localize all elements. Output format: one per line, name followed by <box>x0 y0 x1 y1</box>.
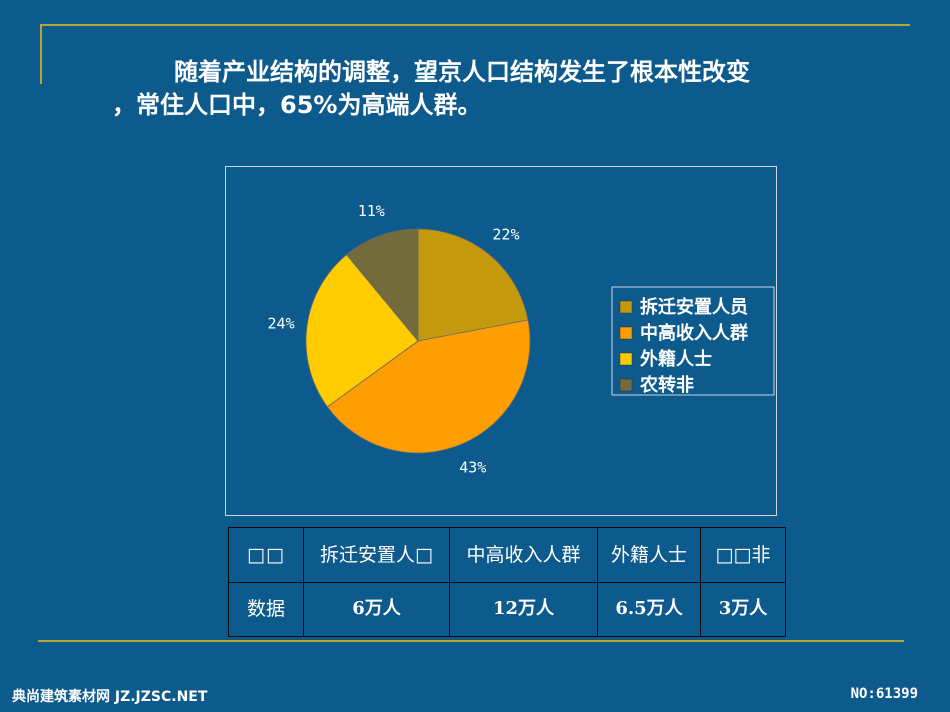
watermark-site-name: 典尚建筑素材网 JZ.JZSC.NET <box>12 689 208 705</box>
table-header-cell: □□非 <box>700 527 786 583</box>
legend-box <box>611 286 775 396</box>
table-cell: 6.5万人 <box>597 581 701 637</box>
pie-slice-1 <box>417 228 529 342</box>
pie-chart-frame: 22% 43% 24% 11% 拆迁安置人员 中高收入人群 外籍人士农转非 <box>225 166 777 516</box>
legend-swatch <box>619 352 633 366</box>
slide-headline: 随着产业结构的调整，望京人口结构发生了根本性改变 ，常住人口中，65%为高端人群… <box>112 56 832 122</box>
table-header-cell: 拆迁安置人□ <box>303 527 450 583</box>
pie-data-label: 11% <box>358 202 385 220</box>
pie-slice-3 <box>305 254 419 408</box>
table-row-label: 数据 <box>228 581 304 637</box>
table-header-row: □□ 拆迁安置人□ 中高收入人群 外籍人士 □□非 <box>228 527 786 583</box>
table-cell: 12万人 <box>449 581 598 637</box>
legend-label: 中高收入人群 <box>640 322 748 344</box>
pie-data-label: 24% <box>268 315 295 333</box>
legend-swatch <box>619 326 633 340</box>
legend-swatch <box>619 300 633 314</box>
pie-data-label: 22% <box>492 226 519 244</box>
bottom-divider-line <box>38 640 904 642</box>
table-cell: 3万人 <box>700 581 786 637</box>
table-row: 数据 6万人 12万人 6.5万人 3万人 <box>228 581 786 637</box>
table-header-cell: 外籍人士 <box>597 527 701 583</box>
legend-label: 农转非 <box>639 374 694 396</box>
headline-line-1: 随着产业结构的调整，望京人口结构发生了根本性改变 <box>174 58 750 86</box>
watermark-id: NO:61399 <box>850 686 918 702</box>
legend-swatch <box>619 378 633 392</box>
legend-label: 拆迁安置人员 <box>640 296 748 318</box>
pie-data-label: 43% <box>459 459 486 477</box>
left-accent-line <box>40 24 42 84</box>
table-header-cell: □□ <box>228 527 304 583</box>
population-data-table: □□ 拆迁安置人□ 中高收入人群 外籍人士 □□非 数据 6万人 12万人 6.… <box>228 527 786 637</box>
pie-slice-4 <box>346 228 419 343</box>
headline-line-2: ，常住人口中，65%为高端人群。 <box>112 91 482 119</box>
top-divider-line <box>40 24 910 26</box>
table-header-cell: 中高收入人群 <box>449 527 598 583</box>
pie-slice-2 <box>326 319 531 454</box>
legend-label: 外籍人士 <box>640 348 712 370</box>
table-cell: 6万人 <box>303 581 450 637</box>
